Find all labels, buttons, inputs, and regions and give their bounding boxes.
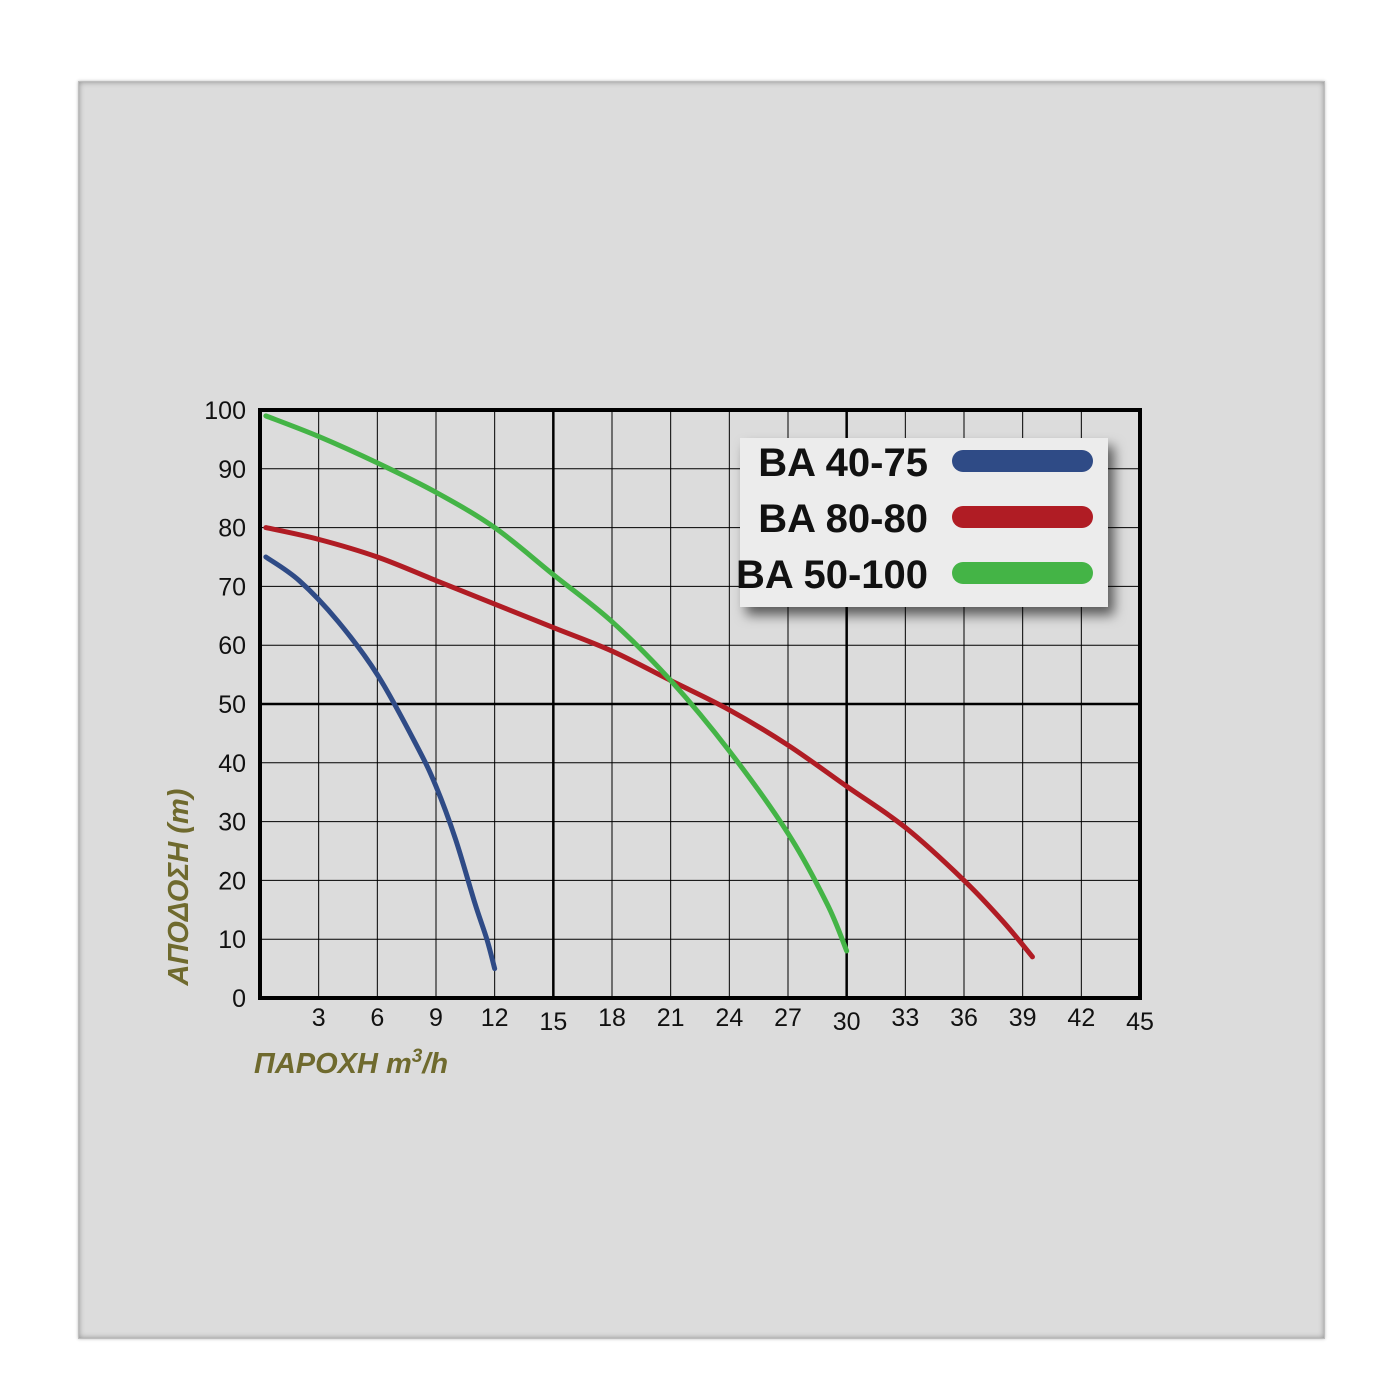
legend: BA 40-75 BA 80-80 BA 50-100: [736, 438, 1108, 607]
y-tick-label: 0: [232, 985, 246, 1013]
y-tick-label: 30: [218, 809, 246, 837]
x-tick-label: 42: [1067, 1004, 1095, 1032]
legend-label-2: BA 80-80: [758, 497, 928, 541]
x-axis-title-main: ΠΑΡΟΧΗ m: [254, 1048, 412, 1080]
y-tick-label: 50: [218, 691, 246, 719]
x-tick-label: 12: [481, 1004, 509, 1032]
x-tick-label: 21: [657, 1004, 685, 1032]
x-tick-label: 36: [950, 1004, 978, 1032]
x-tick-label: 27: [774, 1004, 802, 1032]
x-tick-label: 30: [833, 1008, 861, 1036]
y-tick-label: 10: [218, 926, 246, 954]
y-tick-label: 80: [218, 515, 246, 543]
x-tick-label: 15: [539, 1008, 567, 1036]
legend-label-1: BA 40-75: [758, 441, 928, 485]
x-axis-title: ΠΑΡΟΧΗ m3/h: [254, 1046, 448, 1080]
series-line-2: [263, 525, 1035, 960]
y-tick-label: 90: [218, 456, 246, 484]
series-line-3: [263, 413, 850, 954]
legend-label-3: BA 50-100: [736, 553, 928, 597]
plot-frame: [258, 408, 1142, 1000]
y-tick-label: 60: [218, 632, 246, 660]
y-tick-label: 20: [218, 867, 246, 895]
x-axis-title-superscript: 3: [412, 1046, 423, 1067]
series-line-1: [263, 554, 498, 972]
x-tick-label: 9: [429, 1004, 443, 1032]
x-tick-label: 24: [715, 1004, 743, 1032]
x-tick-label: 45: [1126, 1008, 1154, 1036]
y-tick-label: 70: [218, 573, 246, 601]
series-lines: [263, 413, 1035, 972]
x-tick-label: 3: [312, 1004, 326, 1032]
x-tick-label: 6: [370, 1004, 384, 1032]
x-tick-label: 33: [891, 1004, 919, 1032]
x-tick-label: 18: [598, 1004, 626, 1032]
x-axis-title-tail: /h: [420, 1048, 448, 1080]
y-tick-label: 40: [218, 750, 246, 778]
chart-panel: [78, 81, 1325, 1339]
x-tick-label: 39: [1009, 1004, 1037, 1032]
y-tick-label: 100: [204, 397, 246, 425]
y-axis-title: ΑΠΟΔΟΣΗ (m): [163, 789, 195, 987]
